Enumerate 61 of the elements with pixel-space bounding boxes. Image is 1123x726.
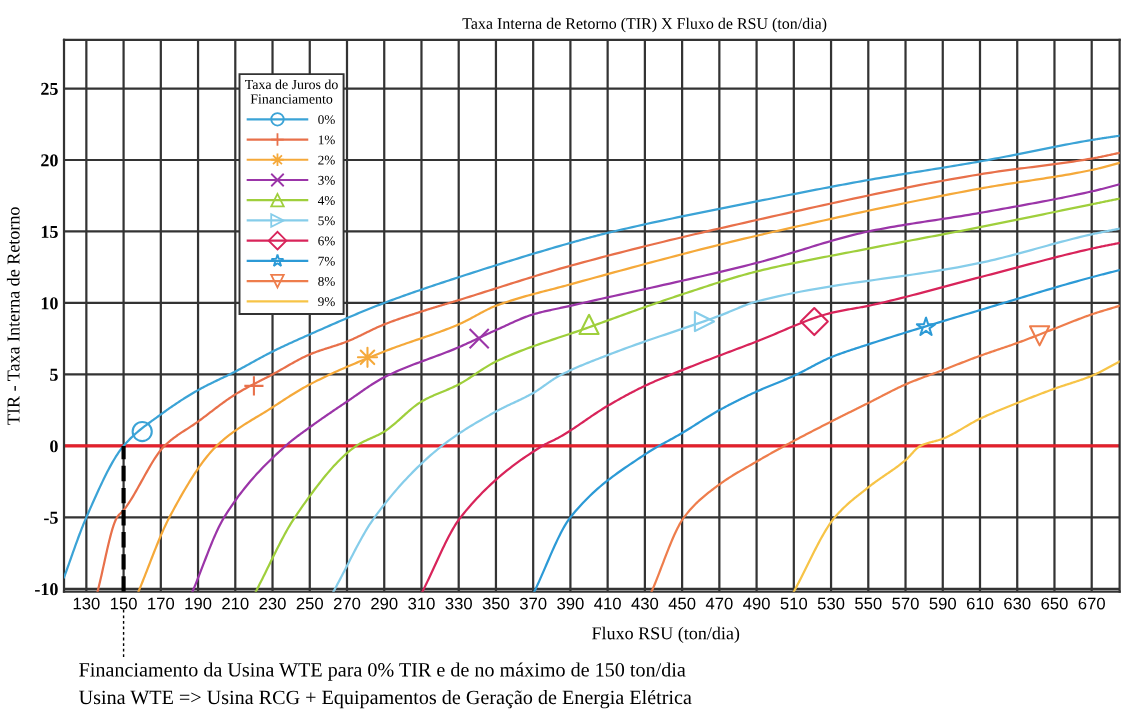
point xyxy=(356,346,379,368)
legend-label: 7% xyxy=(318,256,335,266)
y-tick-label: 0 xyxy=(50,440,58,453)
chart-title: Taxa Interna de Retorno (TIR) X Fluxo de RSU (ton/dia) xyxy=(462,17,827,33)
x-tick-label: 390 xyxy=(557,597,584,610)
x-tick-label: 270 xyxy=(333,597,361,610)
legend-title: Taxa de Juros do Financiamento xyxy=(245,79,338,104)
x-tick-label: 130 xyxy=(73,597,100,610)
x-tick-label: 410 xyxy=(594,597,621,610)
y-tick-label: 5 xyxy=(50,368,58,381)
text: Financiamento da Usina WTE para 0% TIR e de no máximo de 150 ton/dia xyxy=(79,662,686,681)
x-tick-label: 350 xyxy=(482,597,510,610)
y-tick-label: 10 xyxy=(41,297,58,310)
legend-label: 8% xyxy=(318,276,335,286)
legend-label: 9% xyxy=(318,297,335,307)
x-tick-label: 510 xyxy=(780,597,808,610)
x-tick-label: 490 xyxy=(743,597,770,610)
x-tick-label: 530 xyxy=(817,597,845,610)
legend-label: 2% xyxy=(318,155,335,165)
point xyxy=(915,316,937,337)
x-axis-title: Fluxo RSU (ton/dia) xyxy=(592,626,740,644)
x-tick-label: 250 xyxy=(296,597,324,610)
x-tick-label: 210 xyxy=(222,597,249,610)
x-tick-label: 590 xyxy=(929,597,957,610)
point xyxy=(1028,325,1051,347)
x-tick-label: 630 xyxy=(1004,597,1031,610)
x-tick-label: 370 xyxy=(519,597,547,610)
y-tick-label: -5 xyxy=(44,511,58,524)
legend-label: 4% xyxy=(317,196,335,206)
x-tick-label: 290 xyxy=(371,597,398,610)
x-tick-label: 650 xyxy=(1041,597,1068,610)
point xyxy=(799,306,829,337)
point xyxy=(243,375,265,397)
x-tick-label: 190 xyxy=(185,597,212,610)
x-tick-label: 330 xyxy=(445,597,472,610)
legend-label: 5% xyxy=(318,216,335,226)
x-tick-label: 150 xyxy=(110,597,137,610)
point xyxy=(468,328,490,350)
legend-label: 0% xyxy=(318,115,335,125)
y-tick-label: -10 xyxy=(35,583,58,596)
x-tick-label: 570 xyxy=(892,597,919,610)
text: Usina WTE => Usina RCG + Equipamentos de Geração de Energia Elétrica xyxy=(79,689,692,709)
y-axis-title: TIR - Taxa Interna de Retorno xyxy=(6,207,20,425)
y-tick-label: 25 xyxy=(41,82,58,95)
x-tick-label: 470 xyxy=(705,597,733,610)
point xyxy=(131,420,153,443)
point xyxy=(578,313,600,335)
point xyxy=(693,310,716,333)
legend-label: 3% xyxy=(318,175,335,185)
y-tick-label: 20 xyxy=(41,154,58,167)
x-tick-label: 230 xyxy=(259,597,286,610)
x-tick-label: 670 xyxy=(1078,597,1105,610)
x-tick-label: 310 xyxy=(408,597,435,610)
legend-label: 6% xyxy=(318,236,335,246)
x-tick-label: 430 xyxy=(631,597,659,610)
legend-label: 1% xyxy=(318,135,335,145)
x-tick-label: 550 xyxy=(855,597,882,610)
y-tick-label: 15 xyxy=(41,225,58,238)
x-tick-label: 450 xyxy=(668,597,696,610)
x-tick-label: 170 xyxy=(148,597,175,610)
x-tick-label: 610 xyxy=(966,597,994,610)
